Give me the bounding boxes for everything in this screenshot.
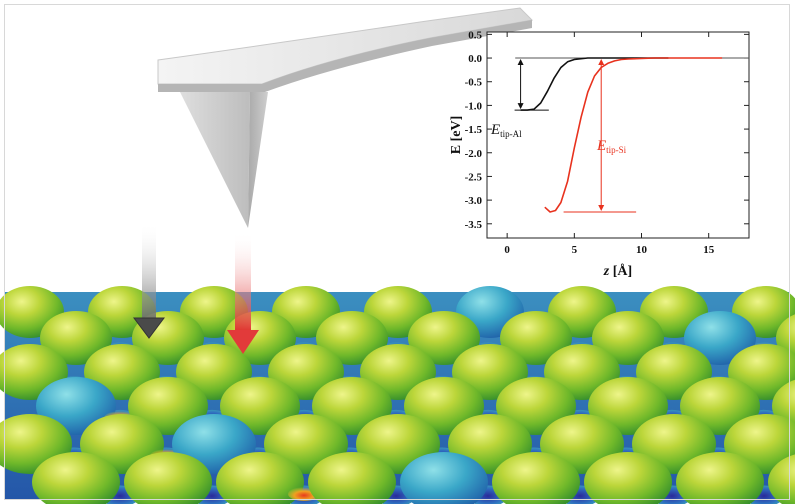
x-tick-label: 0 <box>504 244 510 256</box>
surface-atom <box>408 311 480 365</box>
label-tip-al-sub: tip-Al <box>500 129 522 139</box>
y-tick-label: -0.5 <box>465 77 483 89</box>
x-axis-label-unit: [Å] <box>609 263 632 279</box>
label-tip-si-sub: tip-Si <box>606 145 627 155</box>
y-tick-label: -2.5 <box>465 171 483 183</box>
surface-atom <box>492 452 580 504</box>
x-axis-label: z [Å] <box>603 263 632 279</box>
surface-atom <box>684 311 756 365</box>
annotation-arrow-head-bottom <box>517 103 524 110</box>
annotation-layer <box>514 59 637 213</box>
surface-atom <box>584 452 672 504</box>
y-tick-label: -2.0 <box>465 148 483 160</box>
surface-atom <box>400 452 488 504</box>
y-tick-label: -3.5 <box>465 219 483 231</box>
y-tick-label: -1.5 <box>465 124 483 136</box>
afm-tip <box>180 92 268 228</box>
label-tip-si-main: E <box>596 138 606 154</box>
surface-atom <box>216 452 304 504</box>
x-axis-ticks: 0 5 10 15 <box>504 32 715 256</box>
probe-arrow-al <box>133 222 165 339</box>
label-tip-si: Etip-Si <box>596 138 627 155</box>
surface-atom <box>40 311 112 365</box>
annotation-arrow-head-top <box>598 59 605 66</box>
probe-arrow-si <box>227 232 259 354</box>
x-tick-label: 15 <box>703 244 715 256</box>
cantilever <box>157 7 534 92</box>
energy-plot: 0.5 0.0 -0.5 -1.0 -1.5 -2.0 -2.5 -3.0 -3.5 0 5 10 1… <box>449 29 750 279</box>
surface-atom <box>676 452 764 504</box>
surface-atom <box>592 311 664 365</box>
y-tick-label: -3.0 <box>465 195 483 207</box>
y-axis-label: E [eV] <box>449 116 464 155</box>
surface-atom <box>32 452 120 504</box>
surface-atom <box>316 311 388 365</box>
annotation-arrow-head-bottom <box>598 204 605 211</box>
y-tick-label: 0.0 <box>468 53 482 65</box>
x-axis-label-var: z <box>603 264 610 279</box>
label-tip-al-main: E <box>490 122 500 138</box>
y-tick-label: -1.0 <box>465 100 483 112</box>
surface-atom <box>124 452 212 504</box>
surface-atom <box>308 452 396 504</box>
y-tick-label: 0.5 <box>468 29 482 41</box>
series-line-tip-al <box>520 57 669 111</box>
atom-surface <box>0 286 795 504</box>
x-tick-label: 5 <box>572 244 578 256</box>
y-axis-ticks: 0.5 0.0 -0.5 -1.0 -1.5 -2.0 -2.5 -3.0 -3.5 <box>465 29 749 231</box>
x-tick-label: 10 <box>636 244 648 256</box>
surface-atom <box>768 454 795 504</box>
surface-atom <box>500 311 572 365</box>
label-tip-al: Etip-Al <box>490 122 522 139</box>
annotation-arrow-head-top <box>517 59 524 66</box>
plot-frame <box>486 31 750 239</box>
